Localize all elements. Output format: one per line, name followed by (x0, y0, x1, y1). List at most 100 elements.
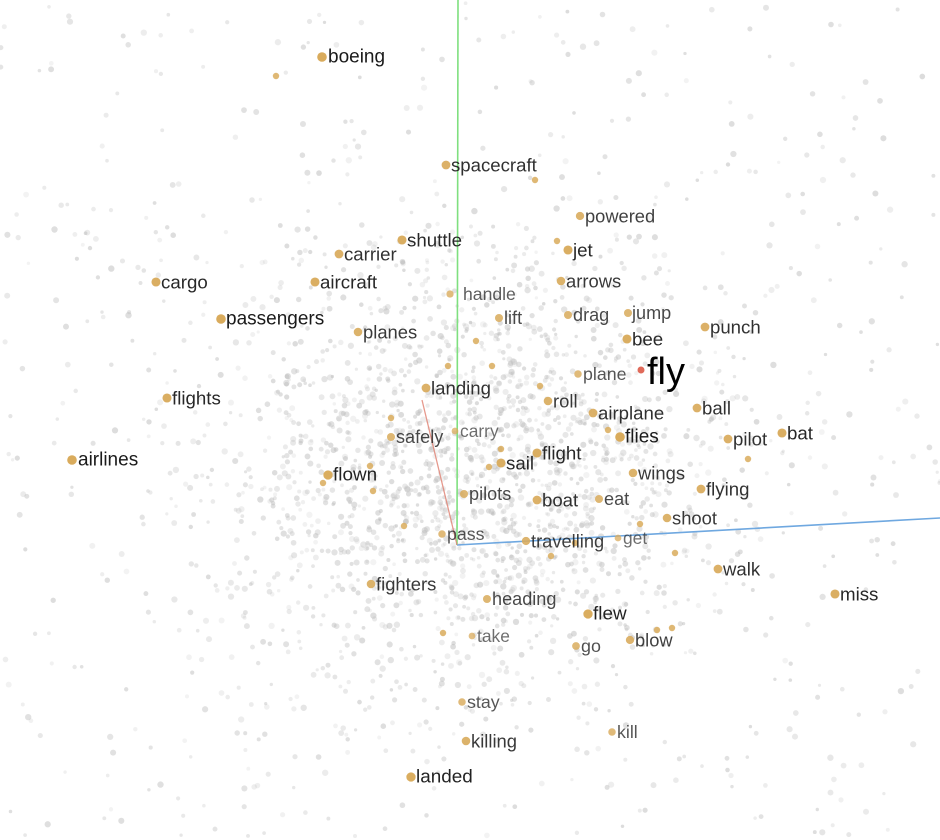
label-eat[interactable]: eat (604, 489, 629, 509)
point-pilots[interactable] (459, 489, 469, 499)
label-killing[interactable]: killing (471, 731, 517, 752)
label-flight[interactable]: flight (542, 443, 582, 464)
label-shoot[interactable]: shoot (672, 508, 717, 529)
label-boeing[interactable]: boeing (328, 47, 385, 68)
label-plane[interactable]: plane (583, 364, 627, 384)
point-flights[interactable] (162, 393, 172, 403)
point-punch[interactable] (700, 322, 710, 332)
label-aircraft[interactable]: aircraft (320, 272, 378, 293)
point-get[interactable] (614, 534, 622, 542)
label-handle[interactable]: handle (463, 284, 516, 304)
label-ball[interactable]: ball (702, 398, 731, 419)
neighbor-point[interactable] (369, 487, 377, 495)
neighbor-point[interactable] (444, 362, 452, 370)
point-heading[interactable] (482, 594, 492, 604)
label-punch[interactable]: punch (710, 317, 761, 338)
label-take[interactable]: take (477, 626, 510, 646)
query-label[interactable]: fly (647, 351, 685, 393)
neighbor-point[interactable] (536, 382, 544, 390)
neighbor-point[interactable] (319, 479, 327, 487)
label-pilot[interactable]: pilot (733, 429, 768, 450)
neighbor-point[interactable] (653, 626, 661, 634)
neighbor-point[interactable] (604, 426, 612, 434)
label-flown[interactable]: flown (333, 465, 377, 486)
label-jet[interactable]: jet (572, 240, 594, 261)
neighbor-point[interactable] (472, 337, 480, 345)
point-roll[interactable] (543, 396, 553, 406)
label-bat[interactable]: bat (787, 423, 814, 444)
point-landed[interactable] (406, 772, 416, 782)
label-wings[interactable]: wings (637, 463, 685, 484)
point-jump[interactable] (623, 308, 633, 318)
neighbor-point[interactable] (497, 445, 505, 453)
point-miss[interactable] (830, 589, 840, 599)
label-blow[interactable]: blow (635, 630, 673, 651)
neighbor-point[interactable] (636, 520, 644, 528)
label-boat[interactable]: boat (542, 490, 579, 511)
point-bat[interactable] (777, 428, 787, 438)
point-flown[interactable] (323, 470, 333, 480)
neighbor-point[interactable] (547, 552, 555, 560)
point-pilot[interactable] (723, 434, 733, 444)
point-cargo[interactable] (151, 277, 161, 287)
label-sail[interactable]: sail (506, 453, 534, 474)
neighbor-point[interactable] (671, 549, 679, 557)
point-airlines[interactable] (67, 455, 77, 465)
label-cargo[interactable]: cargo (161, 272, 208, 293)
label-roll[interactable]: roll (553, 391, 578, 412)
label-landed[interactable]: landed (416, 767, 473, 788)
label-bee[interactable]: bee (632, 329, 663, 350)
label-shuttle[interactable]: shuttle (407, 230, 462, 251)
label-landing[interactable]: landing (431, 378, 491, 399)
label-passengers[interactable]: passengers (226, 309, 324, 330)
label-miss[interactable]: miss (840, 584, 878, 605)
label-planes[interactable]: planes (363, 322, 417, 343)
point-walk[interactable] (713, 564, 723, 574)
label-flying[interactable]: flying (706, 479, 749, 500)
point-bee[interactable] (622, 334, 632, 344)
label-flights[interactable]: flights (172, 388, 221, 409)
point-flying[interactable] (696, 484, 706, 494)
point-aircraft[interactable] (310, 277, 320, 287)
label-spacecraft[interactable]: spacecraft (451, 155, 538, 176)
point-shuttle[interactable] (397, 235, 407, 245)
label-powered[interactable]: powered (585, 206, 655, 227)
label-arrows[interactable]: arrows (566, 271, 621, 292)
point-jet[interactable] (563, 245, 573, 255)
point-stay[interactable] (458, 698, 466, 706)
point-flew[interactable] (583, 609, 593, 619)
label-jump[interactable]: jump (631, 303, 671, 323)
neighbor-point[interactable] (366, 462, 374, 470)
point-arrows[interactable] (556, 276, 566, 286)
point-shoot[interactable] (662, 513, 672, 523)
point-handle[interactable] (446, 290, 454, 298)
point-kill[interactable] (608, 728, 616, 736)
label-flew[interactable]: flew (593, 604, 627, 625)
neighbor-point[interactable] (272, 72, 280, 80)
point-flies[interactable] (615, 432, 625, 442)
neighbor-point[interactable] (571, 539, 579, 547)
label-safely[interactable]: safely (396, 427, 444, 447)
label-drag[interactable]: drag (573, 305, 609, 325)
point-eat[interactable] (594, 494, 604, 504)
label-pass[interactable]: pass (447, 524, 485, 544)
point-plane[interactable] (574, 370, 582, 378)
point-killing[interactable] (461, 736, 471, 746)
label-fighters[interactable]: fighters (376, 574, 436, 595)
label-go[interactable]: go (581, 636, 601, 656)
point-ball[interactable] (692, 403, 702, 413)
point-passengers[interactable] (216, 314, 226, 324)
point-blow[interactable] (625, 635, 635, 645)
label-carrier[interactable]: carrier (344, 244, 397, 265)
point-safely[interactable] (386, 432, 396, 442)
label-carry[interactable]: carry (460, 421, 499, 441)
label-kill[interactable]: kill (617, 722, 638, 742)
point-boeing[interactable] (317, 52, 327, 62)
point-take[interactable] (468, 632, 476, 640)
label-pilots[interactable]: pilots (469, 484, 511, 504)
point-lift[interactable] (494, 313, 504, 323)
point-boat[interactable] (532, 495, 542, 505)
label-airlines[interactable]: airlines (78, 450, 138, 471)
point-wings[interactable] (628, 468, 638, 478)
point-flight[interactable] (532, 448, 542, 458)
